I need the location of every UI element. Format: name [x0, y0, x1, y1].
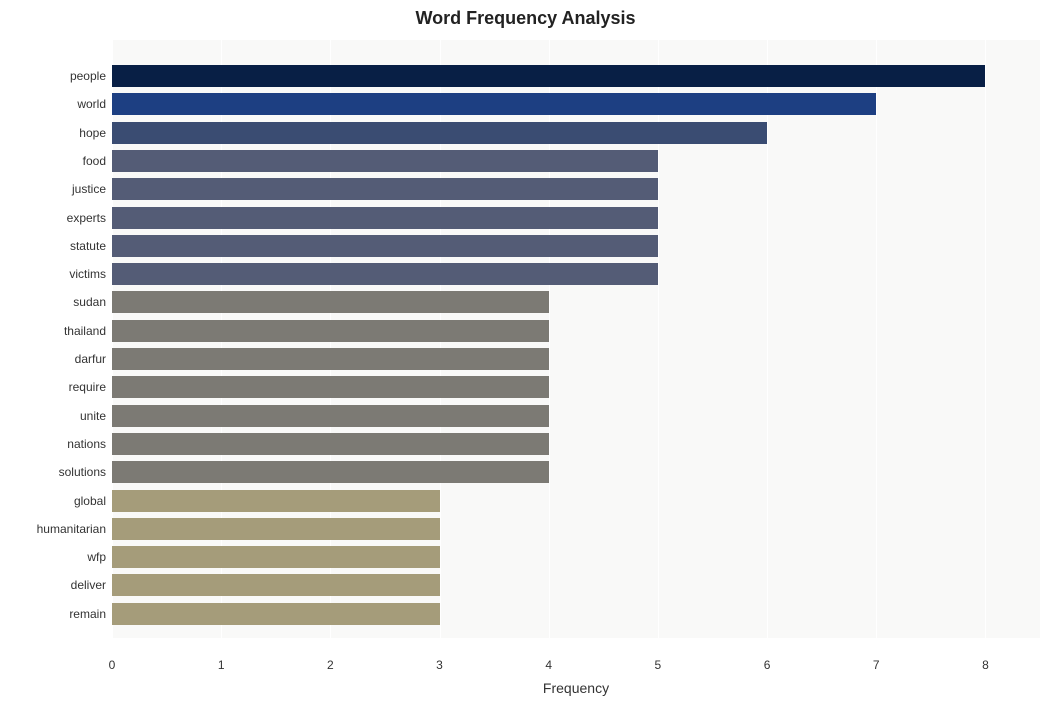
x-tick-label: 3 [436, 658, 443, 672]
y-tick-label: sudan [73, 295, 106, 309]
y-tick-label: wfp [87, 550, 106, 564]
y-tick-label: nations [67, 437, 106, 451]
y-tick-label: victims [69, 267, 106, 281]
y-tick-label: world [77, 97, 106, 111]
bar [112, 603, 440, 625]
bar [112, 348, 549, 370]
grid-line [876, 40, 877, 638]
x-axis-label: Frequency [112, 680, 1040, 696]
bar [112, 65, 985, 87]
y-tick-label: global [74, 494, 106, 508]
x-tick-label: 0 [109, 658, 116, 672]
bar [112, 263, 658, 285]
x-tick-label: 1 [218, 658, 225, 672]
y-tick-label: unite [80, 409, 106, 423]
y-tick-label: food [83, 154, 106, 168]
y-tick-label: remain [69, 607, 106, 621]
grid-line [767, 40, 768, 638]
grid-line [985, 40, 986, 638]
y-tick-label: thailand [64, 324, 106, 338]
bar [112, 122, 767, 144]
y-tick-label: people [70, 69, 106, 83]
y-tick-label: hope [79, 126, 106, 140]
bar [112, 291, 549, 313]
plot-area [112, 40, 1040, 638]
chart-title: Word Frequency Analysis [0, 8, 1051, 29]
bar [112, 93, 876, 115]
y-tick-label: darfur [75, 352, 106, 366]
bar [112, 405, 549, 427]
x-tick-label: 2 [327, 658, 334, 672]
y-tick-label: deliver [71, 578, 106, 592]
bar [112, 150, 658, 172]
bar [112, 518, 440, 540]
bar [112, 178, 658, 200]
y-tick-label: humanitarian [37, 522, 106, 536]
x-tick-label: 8 [982, 658, 989, 672]
y-tick-label: experts [67, 211, 106, 225]
bar [112, 320, 549, 342]
x-tick-label: 5 [655, 658, 662, 672]
chart-container: Word Frequency Analysis Frequency 0 1 2 3 4 5… [0, 0, 1051, 701]
bar [112, 574, 440, 596]
bar [112, 490, 440, 512]
bar [112, 461, 549, 483]
y-tick-label: justice [72, 182, 106, 196]
x-tick-label: 6 [764, 658, 771, 672]
y-tick-label: require [69, 380, 106, 394]
x-tick-label: 4 [545, 658, 552, 672]
bar [112, 207, 658, 229]
bar [112, 235, 658, 257]
x-tick-label: 7 [873, 658, 880, 672]
bar [112, 546, 440, 568]
bar [112, 433, 549, 455]
y-tick-label: statute [70, 239, 106, 253]
bar [112, 376, 549, 398]
y-tick-label: solutions [59, 465, 106, 479]
